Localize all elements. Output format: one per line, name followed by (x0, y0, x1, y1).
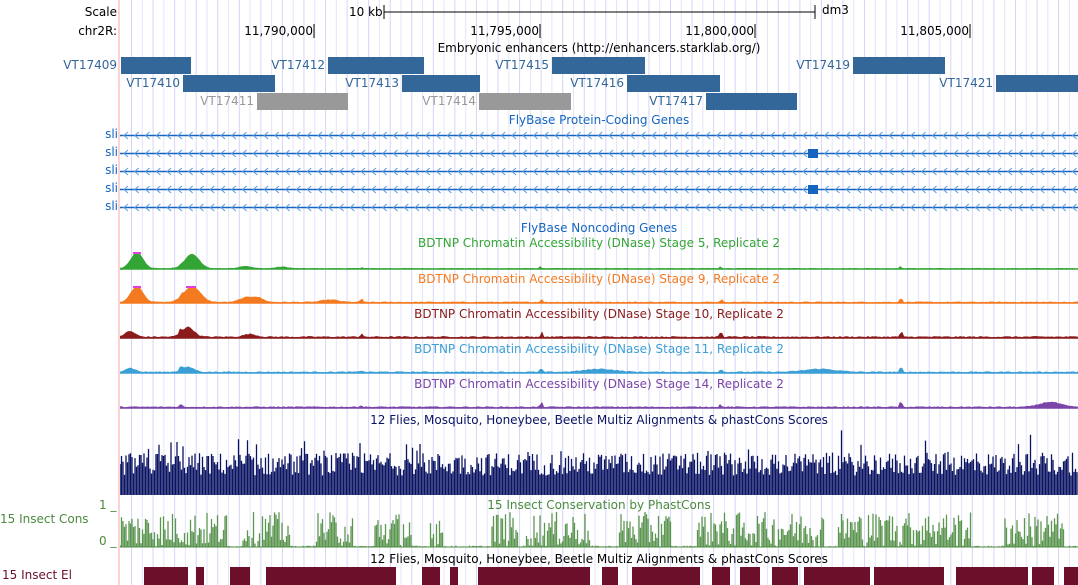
enhancer-label[interactable]: VT17409 (63, 58, 117, 72)
dnase-stage11-signal (119, 366, 1078, 374)
dnase-stage5-signal (119, 252, 1078, 270)
clipped-peak-marker (133, 252, 141, 254)
strand-arrow-icon (123, 131, 1077, 140)
noncoding-track-title[interactable]: FlyBase Noncoding Genes (520, 221, 678, 235)
tick-label: 11,790,000 (244, 24, 313, 38)
axis-min-label: 0 _ (99, 534, 117, 548)
gene-label[interactable]: sli (105, 199, 118, 213)
scale-label: Scale (84, 5, 117, 19)
genes-track-title[interactable]: FlyBase Protein-Coding Genes (508, 113, 690, 127)
dnase-stage10-title[interactable]: BDTNP Chromatin Accessibility (DNase) St… (414, 307, 784, 321)
enhancers-track-title[interactable]: Embryonic enhancers (http://enhancers.st… (437, 41, 761, 55)
scale-bar-label: 10 kb (349, 5, 383, 19)
assembly-label: dm3 (822, 3, 849, 17)
gene-exon (808, 149, 818, 158)
dnase-stage11-title[interactable]: BDTNP Chromatin Accessibility (DNase) St… (414, 342, 784, 356)
enhancer-block[interactable] (996, 75, 1078, 92)
axis-max-label: 1 _ (99, 498, 117, 512)
elements-track-title[interactable]: 12 Flies, Mosquito, Honeybee, Beetle Mul… (370, 552, 828, 566)
enhancer-label[interactable]: VT17413 (345, 76, 399, 90)
left-margin-divider (118, 0, 120, 585)
enhancer-label[interactable]: VT17415 (495, 58, 549, 72)
dnase-stage14-title[interactable]: BDTNP Chromatin Accessibility (DNase) St… (414, 377, 784, 391)
strand-arrow-icon (123, 185, 1077, 194)
elements-side-label[interactable]: 15 Insect El (2, 568, 72, 582)
phastcons-side-label[interactable]: 15 Insect Cons (0, 512, 89, 526)
multiz-track-title[interactable]: 12 Flies, Mosquito, Honeybee, Beetle Mul… (370, 413, 828, 427)
enhancer-block[interactable] (257, 93, 348, 110)
enhancer-label[interactable]: VT17410 (126, 76, 180, 90)
enhancer-label[interactable]: VT17416 (570, 76, 624, 90)
enhancer-label[interactable]: VT17412 (271, 58, 325, 72)
strand-arrow-icon (123, 167, 1077, 176)
tick-label: 11,795,000 (470, 24, 539, 38)
gene-label[interactable]: sli (105, 127, 118, 141)
enhancer-block[interactable] (121, 57, 191, 74)
enhancer-block[interactable] (402, 75, 480, 92)
dnase-stage10-signal (119, 326, 1078, 339)
phastcons-bars (119, 512, 1078, 547)
strand-arrow-icon (123, 203, 1077, 212)
gene-label[interactable]: sli (105, 145, 118, 159)
phastcons-track-title[interactable]: 15 Insect Conservation by PhastCons (487, 498, 711, 512)
multiz-bars (119, 430, 1078, 495)
enhancer-label[interactable]: VT17417 (649, 94, 703, 108)
dnase-stage5-title[interactable]: BDTNP Chromatin Accessibility (DNase) St… (417, 236, 781, 250)
strand-arrow-icon (123, 149, 1077, 158)
chrom-label: chr2R: (78, 24, 117, 38)
enhancer-label[interactable]: VT17419 (796, 58, 850, 72)
clipped-peak-marker (186, 286, 196, 288)
tick-label: 11,805,000 (900, 24, 969, 38)
gene-exon (808, 185, 818, 194)
dnase-stage14-signal (119, 401, 1078, 409)
enhancer-label[interactable]: VT17411 (200, 94, 254, 108)
enhancer-block[interactable] (706, 93, 797, 110)
dnase-stage9-title[interactable]: BDTNP Chromatin Accessibility (DNase) St… (417, 272, 781, 286)
enhancer-label[interactable]: VT17421 (939, 76, 993, 90)
enhancer-label[interactable]: VT17414 (422, 94, 476, 108)
dnase-stage9-signal (119, 286, 1078, 304)
conserved-element-bars (144, 567, 1078, 585)
gene-label[interactable]: sli (105, 163, 118, 177)
enhancer-block[interactable] (627, 75, 720, 92)
clipped-peak-marker (133, 286, 141, 288)
enhancer-block[interactable] (853, 57, 945, 74)
enhancer-block[interactable] (479, 93, 571, 110)
enhancer-block[interactable] (552, 57, 645, 74)
gene-label[interactable]: sli (105, 181, 118, 195)
tick-label: 11,800,000 (685, 24, 754, 38)
enhancer-block[interactable] (328, 57, 424, 74)
enhancer-block[interactable] (183, 75, 275, 92)
